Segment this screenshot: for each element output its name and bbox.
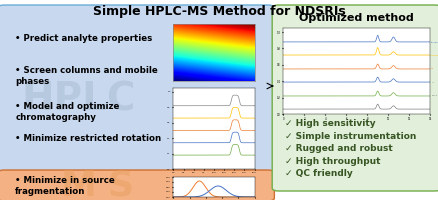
Text: M: M [60, 168, 96, 200]
Text: • Predict analyte properties: • Predict analyte properties [15, 34, 152, 43]
Text: QC: QC [430, 68, 434, 69]
FancyBboxPatch shape [0, 5, 274, 177]
Text: Optimized method: Optimized method [299, 13, 413, 23]
Text: IS: IS [430, 82, 432, 83]
Text: Standard: Standard [430, 41, 438, 43]
Text: S: S [107, 168, 133, 200]
Text: Simple HPLC-MS Method for NDSRIs: Simple HPLC-MS Method for NDSRIs [93, 5, 345, 18]
Text: ✓ Simple instrumentation: ✓ Simple instrumentation [285, 132, 416, 141]
Text: • Screen columns and mobile
phases: • Screen columns and mobile phases [15, 66, 158, 86]
Text: • Minimize in source
fragmentation: • Minimize in source fragmentation [15, 176, 115, 196]
Text: • Minimize restricted rotation: • Minimize restricted rotation [15, 134, 161, 143]
Text: ✓ QC friendly: ✓ QC friendly [285, 169, 352, 178]
Text: ✓ High throughput: ✓ High throughput [285, 157, 380, 166]
FancyBboxPatch shape [272, 5, 438, 191]
Text: ✓ Rugged and robust: ✓ Rugged and robust [285, 144, 392, 153]
Text: Sample: Sample [430, 55, 438, 56]
Text: • Model and optimize
chromatography: • Model and optimize chromatography [15, 102, 120, 122]
Text: HPLC: HPLC [21, 80, 135, 118]
Text: Blank: Blank [430, 95, 436, 96]
Text: ✓ High sensitivity: ✓ High sensitivity [285, 119, 375, 128]
FancyBboxPatch shape [0, 170, 274, 200]
